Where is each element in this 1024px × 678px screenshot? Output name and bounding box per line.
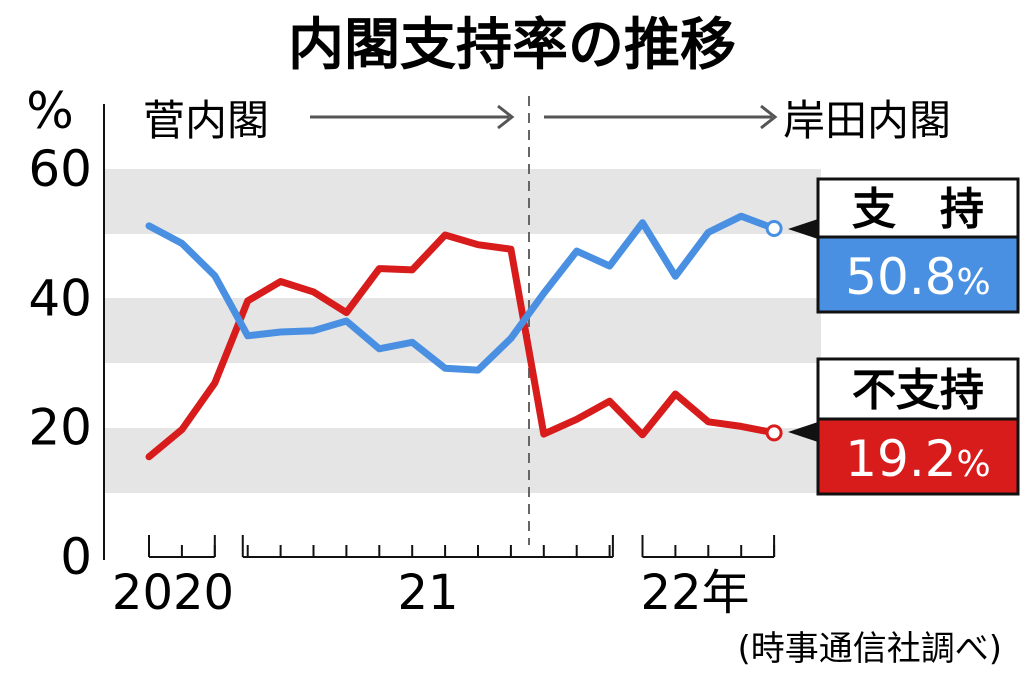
era-arrowhead-kishida — [760, 104, 778, 130]
disapprove-value-unit: % — [957, 444, 991, 485]
support-label-box — [816, 177, 1020, 239]
support-value-unit: % — [957, 262, 991, 303]
y-axis-ticks: 0 20 40 60 — [28, 140, 92, 586]
disapprove-value-box — [816, 417, 1020, 496]
era-label-suga: 菅内閣 — [143, 96, 269, 145]
era-label-kishida: 岸田内閣 — [783, 96, 951, 145]
series-endpoint-support — [765, 219, 783, 237]
disapprove-value-number: 19.2 — [845, 430, 956, 488]
grid-band-30-40 — [104, 298, 821, 363]
x-label-22: 22年 — [640, 565, 749, 621]
x-label-2020: 2020 — [112, 565, 234, 621]
support-value-number: 50.8 — [845, 248, 956, 306]
y-tick-label: 20 — [28, 399, 92, 457]
y-tick-label: 40 — [28, 269, 92, 327]
source-note: (時事通信社調べ) — [737, 629, 1002, 669]
support-value-box — [816, 235, 1020, 314]
disapprove-label: 不支持 — [852, 365, 984, 416]
series-line-support — [145, 212, 778, 374]
grid-band-10-20 — [104, 428, 821, 493]
disapprove-value: 19.2% — [845, 430, 991, 488]
y-tick-label: 0 — [60, 528, 92, 586]
x-label-21: 21 — [397, 565, 458, 621]
support-callout-pointer — [788, 219, 818, 239]
x-axis — [148, 535, 776, 558]
series-line-disapprove — [145, 231, 778, 461]
grid-band-50-60 — [104, 169, 821, 234]
support-value: 50.8% — [845, 248, 991, 306]
series-endpoint-disapprove — [765, 424, 783, 442]
support-label: 支 持 — [852, 184, 984, 235]
series-layer — [145, 212, 783, 461]
disapprove-label-box — [816, 357, 1020, 421]
era-arrowhead-suga — [497, 104, 515, 130]
chart-title: 内閣支持率の推移 — [288, 13, 736, 78]
y-tick-label: 60 — [28, 140, 92, 198]
disapprove-callout-pointer — [788, 422, 818, 442]
y-axis-unit: % — [26, 82, 74, 140]
